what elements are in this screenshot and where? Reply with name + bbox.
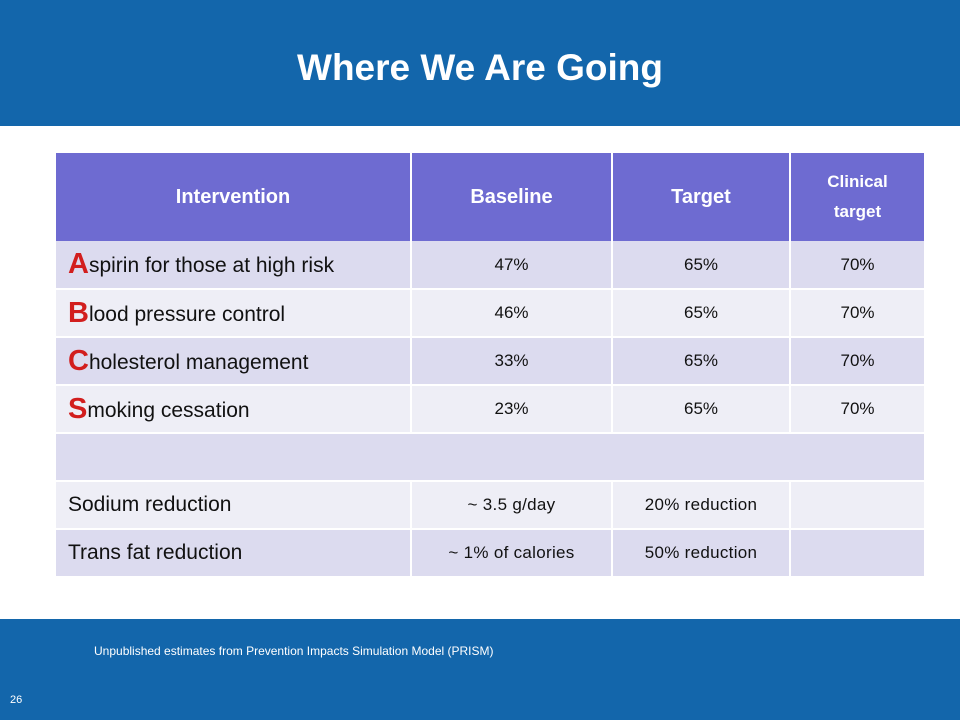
baseline-cell: 46% xyxy=(411,289,613,338)
table-header-row: Intervention Baseline Target Clinical ta… xyxy=(56,153,924,241)
clinical-target-cell: 70% xyxy=(790,337,924,386)
target-cell: 65% xyxy=(612,241,791,290)
baseline-cell: 47% xyxy=(411,241,613,290)
footer-banner xyxy=(0,619,960,720)
clinical-target-cell: 70% xyxy=(790,289,924,338)
intervention-initial: A xyxy=(68,248,89,280)
target-cell: 65% xyxy=(612,337,791,386)
header-intervention: Intervention xyxy=(56,153,412,241)
intervention-cell: Blood pressure control xyxy=(56,289,412,338)
table-row: Trans fat reduction ~ 1% of calories 50%… xyxy=(56,529,924,578)
target-cell: 65% xyxy=(612,289,791,338)
slide-title: Where We Are Going xyxy=(297,47,663,88)
target-cell: 65% xyxy=(612,385,791,434)
interventions-table: Intervention Baseline Target Clinical ta… xyxy=(56,153,924,578)
table-row: Aspirin for those at high risk 47% 65% 7… xyxy=(56,241,924,290)
baseline-cell: ~ 1% of calories xyxy=(411,529,613,578)
intervention-label: lood pressure control xyxy=(88,302,286,326)
intervention-cell: Aspirin for those at high risk xyxy=(56,241,412,290)
baseline-cell: 23% xyxy=(411,385,613,434)
intervention-initial: C xyxy=(68,344,89,377)
intervention-label: spirin for those at high risk xyxy=(88,254,335,277)
source-note: Unpublished estimates from Prevention Im… xyxy=(94,644,494,658)
intervention-cell: Trans fat reduction xyxy=(56,529,412,578)
target-cell: 20% reduction xyxy=(612,481,791,530)
target-cell: 50% reduction xyxy=(612,529,791,578)
intervention-initial: B xyxy=(68,296,89,329)
header-baseline: Baseline xyxy=(411,153,613,241)
intervention-cell: Sodium reduction xyxy=(56,481,412,530)
clinical-target-cell: 70% xyxy=(790,241,924,290)
table-row: Smoking cessation 23% 65% 70% xyxy=(56,385,924,434)
intervention-label: moking cessation xyxy=(87,398,250,422)
spacer-cell xyxy=(56,433,924,482)
title-banner xyxy=(0,0,960,126)
clinical-target-cell xyxy=(790,481,924,530)
baseline-cell: ~ 3.5 g/day xyxy=(411,481,613,530)
table-row: Sodium reduction ~ 3.5 g/day 20% reducti… xyxy=(56,481,924,530)
header-target: Target xyxy=(612,153,791,241)
intervention-cell: Cholesterol management xyxy=(56,337,412,386)
baseline-cell: 33% xyxy=(411,337,613,386)
table-row: Blood pressure control 46% 65% 70% xyxy=(56,289,924,338)
table-row: Cholesterol management 33% 65% 70% xyxy=(56,337,924,386)
interventions-table-container: Intervention Baseline Target Clinical ta… xyxy=(56,153,924,578)
clinical-target-cell xyxy=(790,529,924,578)
header-clinical-target: Clinical target xyxy=(790,153,924,241)
page-number: 26 xyxy=(10,694,23,706)
intervention-label: holesterol management xyxy=(88,350,309,374)
clinical-target-cell: 70% xyxy=(790,385,924,434)
intervention-cell: Smoking cessation xyxy=(56,385,412,434)
table-row-spacer xyxy=(56,433,924,482)
intervention-initial: S xyxy=(68,392,88,425)
